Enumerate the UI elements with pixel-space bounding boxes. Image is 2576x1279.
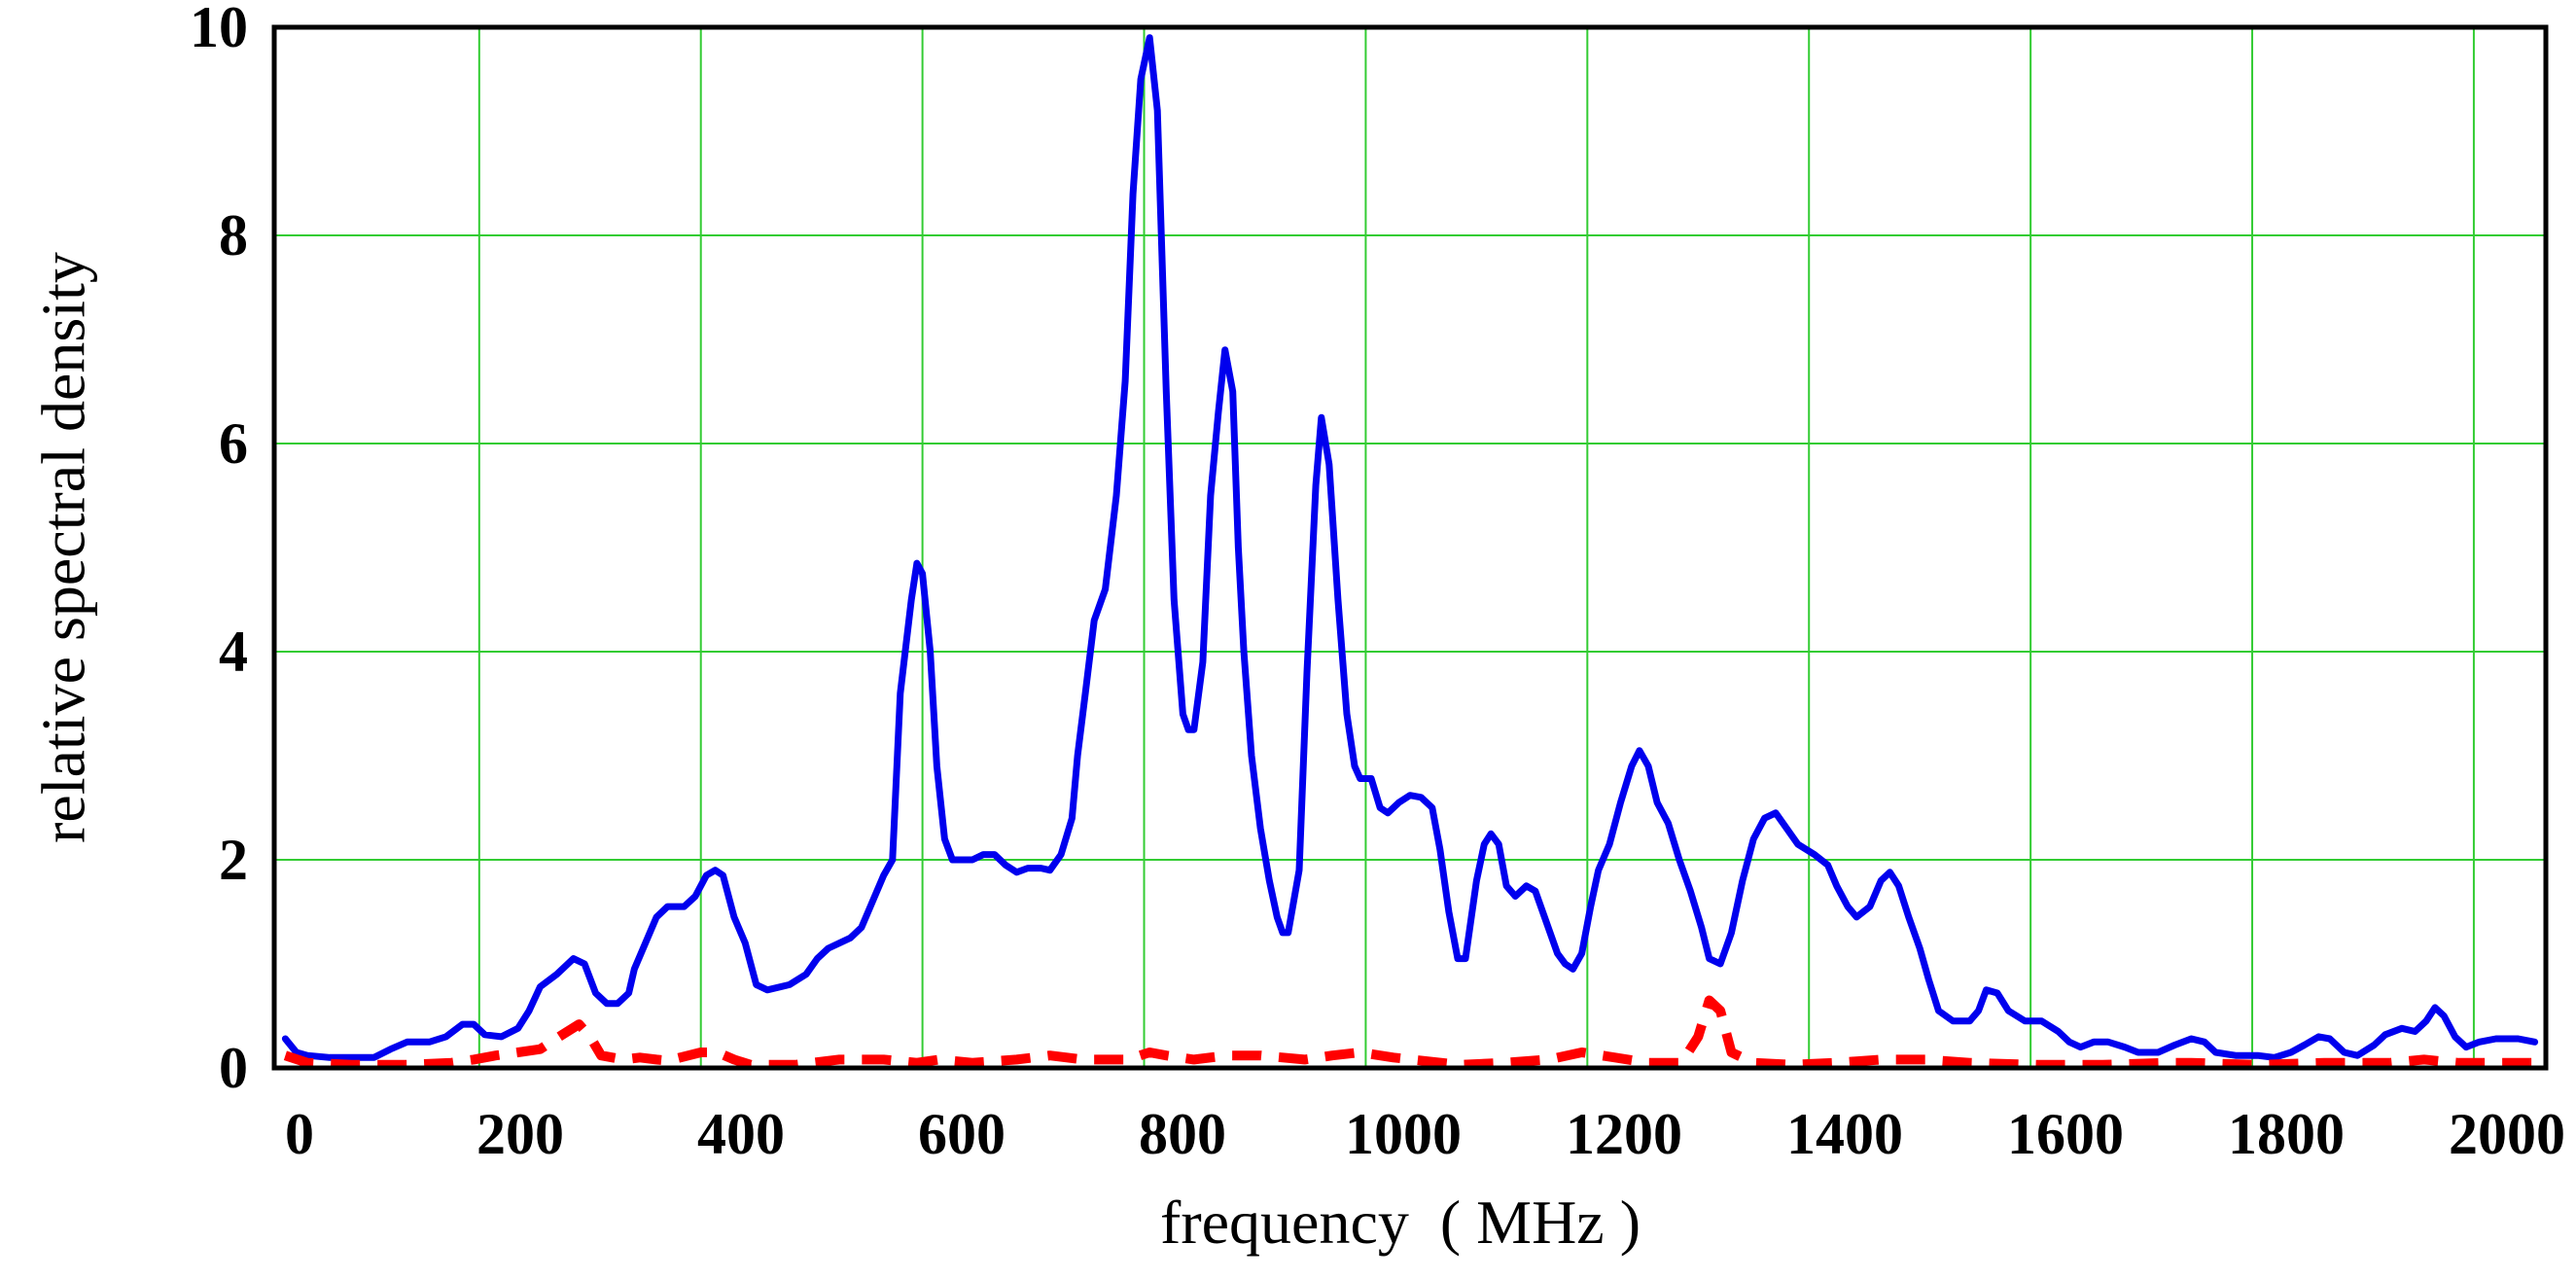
x-tick-label-600: 600 (918, 1102, 1006, 1166)
x-tick-label-1000: 1000 (1345, 1102, 1462, 1166)
y-tick-label-6: 6 (219, 411, 248, 476)
x-axis-ticks: 0 200 400 600 800 1000 1200 1400 1600 1800 2000 (285, 1102, 2565, 1166)
x-tick-label-2000: 2000 (2449, 1102, 2565, 1166)
x-tick-label-800: 800 (1139, 1102, 1226, 1166)
y-tick-label-0: 0 (219, 1036, 248, 1100)
series-layer (281, 34, 2539, 1070)
series-line-reference (283, 995, 2535, 1070)
x-tick-label-1400: 1400 (1786, 1102, 1903, 1166)
x-tick-label-1800: 1800 (2228, 1102, 2345, 1166)
horizontal-gridlines (274, 234, 2546, 861)
vertical-gridlines (477, 27, 2475, 1068)
y-tick-label-8: 8 (219, 203, 248, 267)
x-tick-label-1200: 1200 (1566, 1102, 1682, 1166)
x-axis-title: frequency ( MHz ) (1160, 1188, 1641, 1257)
y-tick-label-10: 10 (190, 0, 248, 59)
x-tick-label-1600: 1600 (2007, 1102, 2124, 1166)
y-tick-label-4: 4 (219, 620, 248, 684)
y-axis-ticks: 0 2 4 6 8 10 (190, 0, 248, 1100)
x-tick-label-0: 0 (285, 1102, 314, 1166)
series-line-signal (281, 34, 2539, 1061)
x-tick-label-400: 400 (697, 1102, 785, 1166)
y-axis-title: relative spectral density (29, 252, 98, 843)
plot-area-frame (271, 24, 2549, 1071)
y-tick-label-2: 2 (219, 828, 248, 892)
x-tick-label-200: 200 (476, 1102, 564, 1166)
